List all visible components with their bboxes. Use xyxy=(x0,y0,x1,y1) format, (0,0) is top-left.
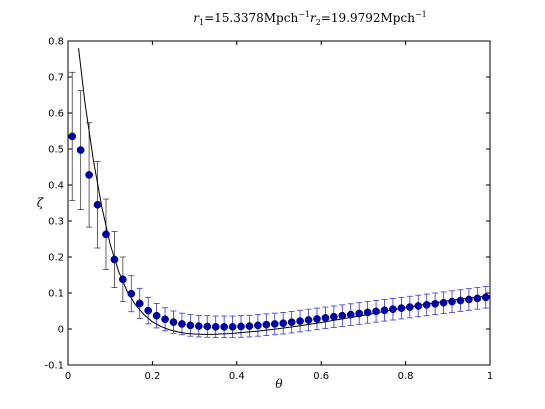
data-point xyxy=(304,316,313,324)
y-tick-label: 0.1 xyxy=(48,289,64,300)
y-tick-label: 0.6 xyxy=(48,109,64,120)
data-point xyxy=(405,303,414,311)
x-tick-label: 0 xyxy=(65,371,71,382)
data-point xyxy=(380,306,389,315)
title-r2-value: =19.9792Mpch xyxy=(321,11,415,25)
x-tick-label: 1 xyxy=(487,371,493,382)
data-point xyxy=(313,315,321,323)
y-tick-label: 0.8 xyxy=(48,37,64,48)
data-point xyxy=(431,299,439,308)
x-tick-label: 0.2 xyxy=(144,371,160,382)
data-point xyxy=(481,293,490,302)
x-tick-label: 0.8 xyxy=(398,371,414,382)
model-line xyxy=(78,48,491,335)
plot-area xyxy=(68,48,491,339)
data-point xyxy=(127,289,136,298)
data-point xyxy=(135,299,144,308)
data-point xyxy=(93,200,102,209)
data-point xyxy=(211,322,220,331)
data-point xyxy=(372,307,380,316)
data-point xyxy=(363,308,372,317)
data-point xyxy=(448,297,456,306)
data-point xyxy=(245,322,254,330)
title-r2-symbol: r xyxy=(310,11,317,25)
y-tick-label: -0.1 xyxy=(44,361,64,372)
data-point xyxy=(102,230,110,239)
data-point xyxy=(262,320,271,329)
x-tick-label: 0.6 xyxy=(313,371,329,382)
data-point xyxy=(397,304,406,312)
y-tick-label: 0.3 xyxy=(48,217,64,228)
data-point xyxy=(220,322,228,331)
title-r2-superscript: −1 xyxy=(415,10,427,19)
data-point xyxy=(296,317,304,325)
data-point xyxy=(194,322,203,330)
data-point xyxy=(68,132,77,141)
data-point xyxy=(321,313,330,322)
data-point xyxy=(465,295,473,304)
data-point xyxy=(414,302,423,310)
data-point xyxy=(85,171,93,179)
y-tick-label: 0.7 xyxy=(48,73,64,84)
title-r1-value: =15.3378Mpch xyxy=(204,11,298,25)
data-point xyxy=(237,322,245,331)
data-point xyxy=(330,312,338,321)
title-r1-symbol: r xyxy=(193,11,200,25)
data-point xyxy=(228,322,237,331)
data-point xyxy=(161,315,169,324)
y-tick-label: 0.4 xyxy=(48,181,64,192)
title-r1-superscript: −1 xyxy=(298,10,310,19)
data-point xyxy=(389,305,397,314)
y-axis: -0.1 0 0.1 0.2 0.3 0.4 0.5 0.6 0.7 0.8 xyxy=(44,37,490,372)
data-point xyxy=(287,318,296,327)
data-point xyxy=(439,298,448,307)
y-tick-label: 0 xyxy=(58,325,64,336)
x-tick-label: 0.4 xyxy=(229,371,245,382)
data-point xyxy=(338,311,347,320)
title-r2-subscript: 2 xyxy=(316,18,321,27)
data-point xyxy=(186,321,195,330)
axes-frame xyxy=(67,40,491,366)
data-point xyxy=(270,320,279,328)
data-point xyxy=(144,306,153,315)
data-point xyxy=(254,321,262,330)
x-axis: 0 0.2 0.4 0.6 0.8 1 xyxy=(65,41,493,382)
y-tick-label: 0.5 xyxy=(48,145,64,156)
data-point xyxy=(178,320,186,328)
y-axis-label: ζ xyxy=(37,196,45,210)
data-point xyxy=(119,275,127,284)
data-point xyxy=(473,294,482,303)
data-point xyxy=(203,322,212,331)
title-r1-subscript: 1 xyxy=(199,18,204,27)
data-point xyxy=(76,146,85,154)
data-point xyxy=(152,311,161,320)
y-tick-label: 0.2 xyxy=(48,253,64,264)
data-point xyxy=(169,318,178,327)
data-point xyxy=(456,296,465,305)
data-point xyxy=(279,319,288,328)
data-point xyxy=(422,301,431,309)
data-point xyxy=(346,310,355,319)
chart-title: r1=15.3378Mpch−1r2=19.9792Mpch−1 xyxy=(193,10,427,27)
data-point xyxy=(355,309,364,318)
data-point xyxy=(110,255,119,264)
x-axis-label: θ xyxy=(275,377,283,391)
